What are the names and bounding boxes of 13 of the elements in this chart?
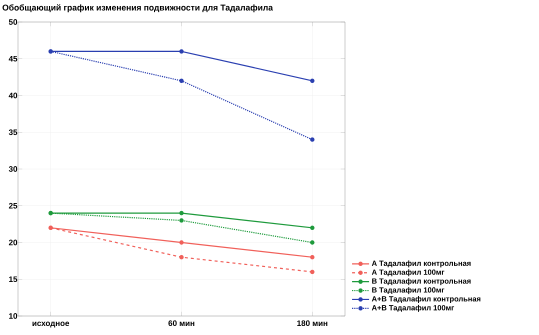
point [310,226,314,230]
point [310,270,314,274]
point [179,240,184,245]
point [310,255,314,260]
point [179,210,184,216]
point [179,255,184,260]
point [310,240,314,245]
chart-title: Обобщающий график изменения подвижности для Тадалафила [2,4,273,12]
point [179,218,184,223]
point [310,78,314,83]
point [310,137,314,142]
point [179,78,184,83]
point [179,49,184,54]
